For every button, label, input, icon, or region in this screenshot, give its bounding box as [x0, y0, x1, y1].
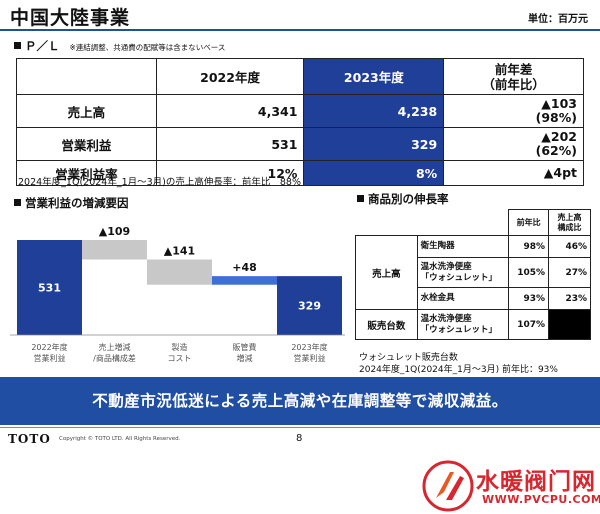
- waterfall-bar: [277, 276, 342, 335]
- pl-col-diff-text: 前年差 （前年比）: [482, 61, 545, 92]
- pl-value-2022: 4,341: [155, 94, 305, 128]
- pl-value-2023: 329: [303, 127, 445, 161]
- pl-value-2022: 531: [155, 127, 305, 161]
- product-share: 46%: [548, 235, 591, 258]
- product-cat-units: 販売台数: [355, 309, 418, 340]
- product-note-line1: ウォシュレット販売台数: [359, 353, 458, 363]
- waterfall-bar: [147, 259, 212, 285]
- pl-col-diff: 前年差 （前年比）: [443, 58, 584, 95]
- unit-label: 単位：百万元: [528, 14, 588, 25]
- product-row: 温水洗浄便座 「ウォシュレット」 105% 27%: [356, 257, 591, 288]
- pl-col-2022: 2022年度: [155, 58, 305, 95]
- waterfall-category-label: 2022年度: [31, 342, 67, 352]
- pl-row-op-profit: 営業利益 531 329 ▲202 (62%): [16, 127, 584, 161]
- waterfall-value-label: +48: [232, 261, 257, 274]
- company-logo: TOTO: [8, 432, 51, 446]
- pl-row-label: 営業利益率: [16, 160, 157, 186]
- product-yoy: 107%: [508, 309, 550, 340]
- summary-banner: 不動産市況低迷による売上高減や在庫調整等で減収減益。: [0, 377, 600, 425]
- product-share: 23%: [548, 287, 591, 310]
- product-corner-cell: [355, 209, 510, 236]
- pl-row-label: 営業利益: [16, 127, 157, 161]
- pl-row-sales: 売上高 4,341 4,238 ▲103 (98%): [16, 94, 584, 128]
- product-share: 27%: [548, 257, 591, 288]
- waterfall-value-label: ▲109: [99, 225, 130, 238]
- product-table: 前年比 売上高 構成比 売上高 衛生陶器 98% 46% 温水洗浄便座 「ウォシ…: [355, 209, 591, 340]
- waterfall-category-label: 売上増減: [99, 342, 131, 352]
- pl-row-label: 売上高: [16, 94, 157, 128]
- product-name: 水栓金具: [416, 287, 510, 310]
- title-rule: [0, 29, 600, 31]
- pl-diff-cell: ▲202 (62%): [443, 127, 584, 161]
- watermark: 水暖阀门网 WWW.PVCPU.COM: [420, 458, 600, 514]
- product-col-share-text: 売上高 構成比: [557, 212, 582, 232]
- product-col-yoy: 前年比: [508, 209, 550, 236]
- product-heading-text: 商品別の伸長率: [368, 192, 449, 206]
- waterfall-category-label: 製造: [172, 342, 188, 352]
- copyright: Copyright © TOTO LTD. All Rights Reserve…: [59, 436, 181, 442]
- pl-col-2023: 2023年度: [303, 58, 445, 95]
- waterfall-category-label: 増減: [237, 353, 253, 363]
- product-yoy: 93%: [508, 287, 550, 310]
- pl-diff: ▲4pt: [443, 160, 584, 186]
- product-row-units: 販売台数 温水洗浄便座 「ウォシュレット」 107%: [355, 309, 591, 340]
- pl-ratio: (62%): [535, 143, 577, 158]
- pl-value-2022: 12%: [155, 160, 305, 186]
- pl-value-2023: 8%: [303, 160, 445, 186]
- pl-diff: ▲103: [541, 96, 577, 111]
- product-yoy: 98%: [508, 235, 550, 258]
- pl-corner-cell: [16, 58, 157, 95]
- pl-heading-text: Ｐ／Ｌ: [25, 39, 60, 53]
- waterfall-category-label: 2023年度: [291, 342, 327, 352]
- pl-row-op-margin: 営業利益率 12% 8% ▲4pt: [16, 160, 584, 186]
- pl-ratio: (98%): [535, 110, 577, 125]
- product-cat-sales: 売上高: [355, 235, 418, 310]
- footer-rule: [0, 427, 600, 428]
- watermark-url: WWW.PVCPU.COM: [482, 493, 600, 506]
- product-note-line2: 2024年度_1Q(2024年_1月～3月) 前年比：93%: [359, 365, 558, 375]
- waterfall-category-label: /商品構成差: [93, 353, 136, 363]
- waterfall-heading-text: 営業利益の増減要因: [25, 196, 129, 210]
- product-yoy: 105%: [508, 257, 550, 288]
- pl-header-row: 2022年度 2023年度 前年差 （前年比）: [16, 58, 584, 95]
- product-note: ウォシュレット販売台数 2024年度_1Q(2024年_1月～3月) 前年比：9…: [359, 352, 558, 376]
- product-heading: 商品別の伸長率: [357, 191, 449, 207]
- pl-note: ※連結調整、共通費の配賦等は含まないベース: [69, 43, 226, 52]
- product-row: 水栓金具 93% 23%: [356, 287, 591, 310]
- product-name: 衛生陶器: [416, 235, 510, 258]
- waterfall-category-label: 営業利益: [34, 353, 66, 363]
- product-share-blank: [548, 309, 591, 340]
- pl-value-2023: 4,238: [303, 94, 445, 128]
- waterfall-bar: [17, 240, 82, 335]
- growth-note: 2024年度_1Q(2024年_1月～3月)の売上高伸長率：前年比 88%: [18, 177, 301, 188]
- product-name: 温水洗浄便座 「ウォシュレット」: [416, 257, 510, 288]
- waterfall-bar: [82, 240, 147, 260]
- square-bullet-icon: [14, 42, 21, 49]
- product-row: 売上高 衛生陶器 98% 46%: [355, 235, 591, 310]
- waterfall-value-label: ▲141: [164, 245, 195, 258]
- waterfall-value-label: 531: [38, 282, 61, 295]
- waterfall-bar: [212, 276, 277, 285]
- square-bullet-icon: [357, 195, 364, 202]
- waterfall-category-label: 販管費: [233, 342, 257, 352]
- product-name-text: 温水洗浄便座 「ウォシュレット」: [420, 261, 497, 283]
- pl-diff: ▲202: [541, 129, 577, 144]
- product-name-text: 温水洗浄便座 「ウォシュレット」: [420, 313, 497, 335]
- product-header-row: 前年比 売上高 構成比: [355, 209, 591, 236]
- waterfall-category-label: コスト: [168, 354, 192, 363]
- product-col-share: 売上高 構成比: [548, 209, 591, 236]
- page-title: 中国大陸事業: [10, 7, 131, 29]
- watermark-title: 水暖阀门网: [476, 469, 596, 495]
- waterfall-value-label: 329: [298, 300, 321, 313]
- waterfall-category-label: 営業利益: [294, 353, 326, 363]
- waterfall-chart: 5312022年度営業利益▲109売上増減/商品構成差▲141製造コスト+48販…: [10, 225, 345, 363]
- square-bullet-icon: [14, 199, 21, 206]
- pl-table: 2022年度 2023年度 前年差 （前年比） 売上高 4,341 4,238 …: [16, 58, 584, 186]
- watermark-logo-icon: [422, 460, 474, 512]
- pl-heading: Ｐ／Ｌ ※連結調整、共通費の配賦等は含まないベース: [14, 38, 225, 54]
- product-name: 温水洗浄便座 「ウォシュレット」: [416, 309, 510, 340]
- pl-diff-cell: ▲103 (98%): [443, 94, 584, 128]
- waterfall-heading: 営業利益の増減要因: [14, 195, 129, 211]
- page-number: 8: [296, 433, 303, 444]
